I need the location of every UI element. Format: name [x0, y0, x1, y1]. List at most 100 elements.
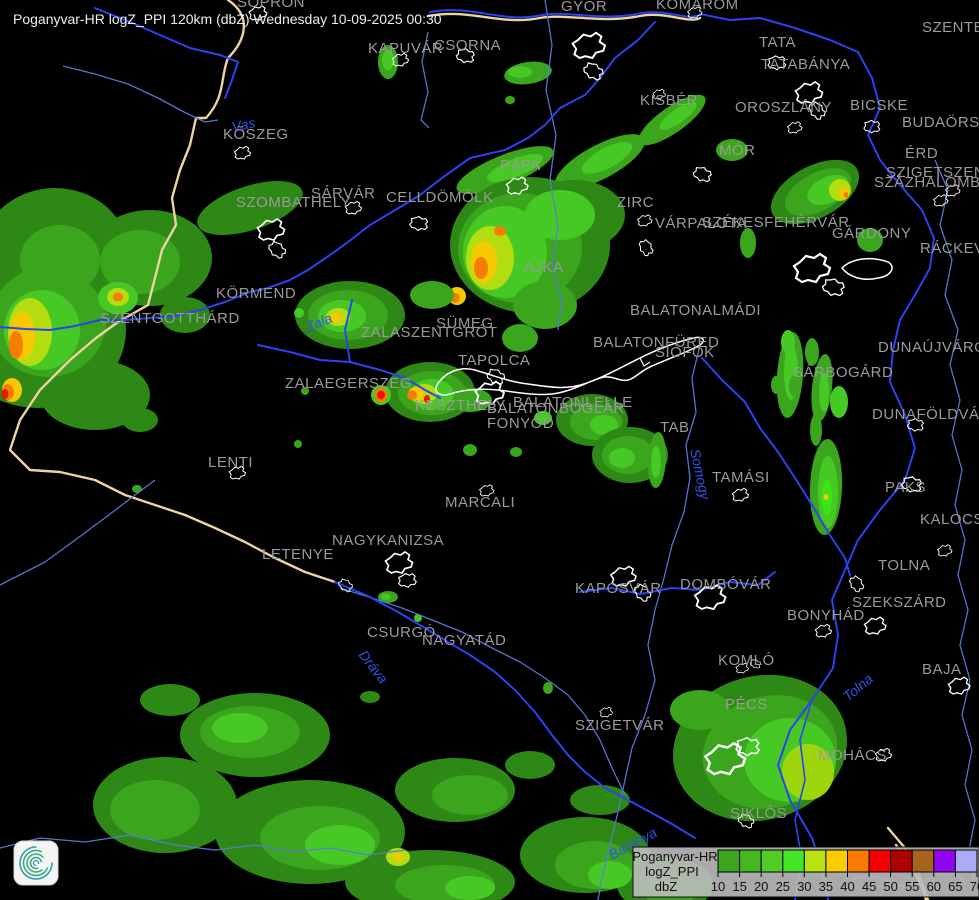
radar-echo-cell	[456, 94, 883, 258]
legend-tick-label: 60	[927, 879, 941, 894]
river-layer	[0, 7, 935, 900]
city-label: FONYÓD	[487, 415, 554, 432]
legend-tick-label: 25	[776, 879, 790, 894]
city-label: SÜMEG	[436, 314, 494, 332]
city-label: TATA	[759, 34, 796, 51]
legend-tick-label: 40	[840, 879, 854, 894]
legend-cell	[890, 849, 913, 873]
lake-balaton-outline	[435, 336, 705, 396]
legend-tick-label: 15	[732, 879, 746, 894]
lake-layer	[435, 257, 893, 396]
city-label: SOPRON	[237, 0, 305, 11]
city-label: PAKS	[885, 479, 926, 496]
city-label: GÁRDONY	[832, 225, 911, 242]
city-label: MOHÁCS	[818, 747, 887, 764]
city-label: BALATONALMÁDI	[630, 302, 761, 319]
city-label: KISBÉR	[640, 92, 698, 109]
city-label: BICSKE	[850, 97, 908, 114]
city-label: NAGYKANIZSA	[332, 532, 444, 549]
legend-cell	[868, 849, 892, 873]
legend-tick-label: 55	[905, 879, 919, 894]
city-label: SZÉKESFEHÉRVÁR	[702, 214, 850, 231]
lake-velence-outline	[841, 257, 893, 280]
legend-cell	[911, 849, 935, 873]
city-label: CELLDÖMÖLK	[386, 188, 494, 206]
legend-tick-label: 45	[862, 879, 876, 894]
city-label: LETENYE	[262, 546, 334, 563]
city-label: VÁRPALOTA	[655, 215, 747, 232]
city-label: SIÓFOK	[655, 344, 715, 361]
brand-logo	[13, 840, 59, 886]
city-label-layer: SOPRON KAPUVÁR CSORNA GYŐR KOMÁROM TATA …	[100, 0, 979, 822]
city-label: TATABÁNYA	[761, 56, 850, 73]
city-label: DUNAFÖLDVÁR	[872, 405, 979, 423]
city-label: KAPUVÁR	[368, 40, 443, 57]
legend-tick-labels: 10 15 20 25 30 35 40 45 50 55 60 65 70	[711, 879, 979, 894]
city-label: MÓR	[719, 142, 756, 159]
legend-units: dbZ	[655, 879, 677, 894]
radar-echo-cell	[0, 181, 303, 432]
legend-cell	[847, 849, 870, 873]
legend-cell	[760, 849, 784, 873]
city-label: SZOMBATHELY	[236, 194, 351, 211]
legend-tick-label: 30	[797, 879, 811, 894]
spiral-icon	[19, 846, 53, 880]
city-label: CSURGÓ	[367, 624, 436, 641]
city-label: SZENTENDRE	[922, 19, 979, 36]
legend-radar-name: Poganyvar-HR	[632, 849, 717, 864]
legend-cell	[782, 849, 805, 873]
legend-tick-marks	[717, 872, 978, 877]
city-label: KAPOSVÁR	[575, 580, 662, 597]
city-label: SZIGETVÁR	[575, 717, 665, 734]
legend-cell	[954, 849, 978, 873]
radar-echo-cell	[647, 330, 848, 535]
legend-cell	[825, 849, 849, 873]
city-label: TAMÁSI	[712, 469, 770, 486]
city-label: TAB	[660, 419, 690, 436]
city-label: SIKLÓS	[730, 805, 787, 822]
map-title: Poganyvar-HR logZ_PPI 120km (dbZ) Wednes…	[13, 11, 442, 27]
city-label: SÁRBOGÁRD	[793, 364, 893, 381]
city-label: GYŐR	[561, 0, 607, 15]
city-label: AJKA	[524, 259, 564, 276]
city-label: RÁCKEVE	[920, 240, 979, 257]
legend-product: logZ_PPI	[645, 864, 698, 879]
legend-cell	[739, 849, 762, 873]
city-label: KŐSZEG	[223, 126, 289, 143]
city-label: SZÁZHALOMBATTA	[874, 174, 979, 191]
legend-tick-label: 10	[711, 879, 725, 894]
city-label: SÁRVÁR	[311, 185, 375, 202]
city-label: KALOCSA	[920, 511, 979, 528]
city-label: ZALASZENTGRÓT	[361, 324, 498, 341]
radar-echo-cell	[378, 45, 552, 104]
city-label: PÉCS	[725, 696, 768, 713]
legend-tick-label: 20	[754, 879, 768, 894]
legend-tick-label: 35	[819, 879, 833, 894]
city-label: DOMBÓVÁR	[680, 576, 772, 593]
county-label: Vas	[230, 114, 256, 135]
city-label: DUNAÚJVÁROS	[878, 339, 979, 356]
city-label: BAJA	[922, 661, 962, 678]
city-label: SZENTGOTTHÁRD	[100, 310, 240, 327]
legend: Poganyvar-HR logZ_PPI dbZ 10	[632, 846, 979, 898]
city-label: MARCALI	[445, 494, 515, 511]
city-label: SZIGETSZENTMIKLÓS	[886, 164, 979, 181]
legend-tick-label: 50	[883, 879, 897, 894]
city-label: LENTI	[208, 454, 253, 471]
city-label: ÉRD	[905, 145, 938, 162]
city-label: CSORNA	[434, 37, 501, 54]
city-label: BALATONBOGLÁR	[487, 400, 625, 417]
legend-color-cells	[717, 849, 978, 873]
city-label: BALATONFÜRED	[593, 333, 719, 351]
city-label: BUDAÖRS	[902, 113, 979, 131]
city-label: OROSZLÁNY	[735, 99, 832, 116]
city-label: KESZTHELY	[415, 397, 506, 414]
city-label: KÖRMEND	[216, 284, 296, 302]
city-label: BALATONLELLE	[513, 394, 633, 411]
city-label: PÁPA	[500, 157, 541, 174]
city-label: NAGYATÁD	[422, 632, 506, 649]
legend-cell	[933, 849, 956, 873]
city-label: KOMÁROM	[656, 0, 739, 13]
